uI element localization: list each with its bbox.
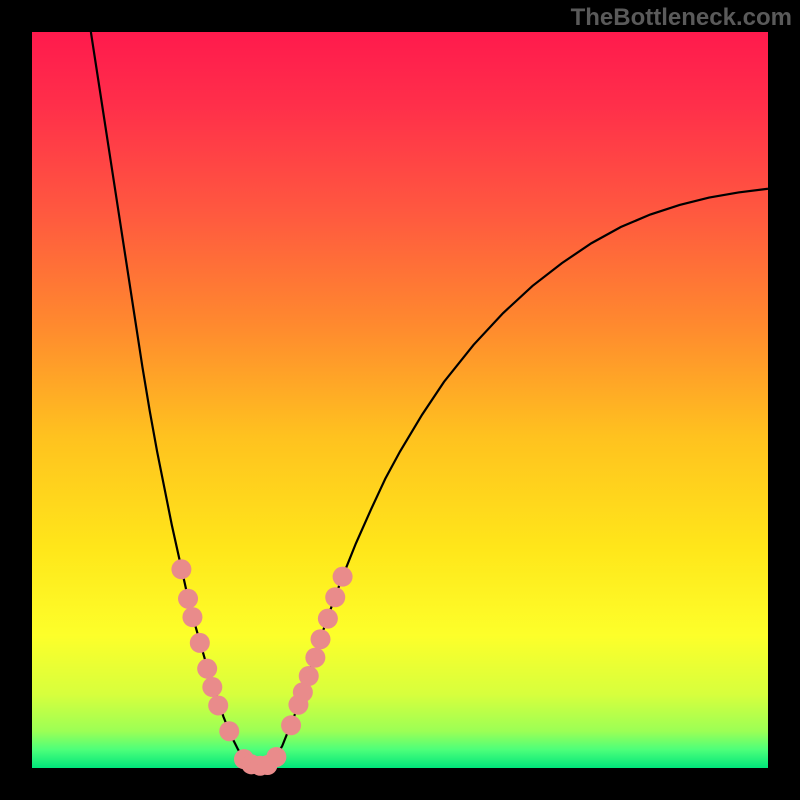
curve-marker (208, 695, 228, 715)
curve-marker (281, 715, 301, 735)
curve-marker (333, 567, 353, 587)
curve-marker (219, 721, 239, 741)
curve-marker (311, 629, 331, 649)
curve-marker (178, 589, 198, 609)
curve-marker (202, 677, 222, 697)
curve-marker (197, 659, 217, 679)
curve-marker (299, 666, 319, 686)
curve-marker (171, 559, 191, 579)
plot-background (32, 32, 768, 768)
curve-marker (182, 607, 202, 627)
curve-marker (190, 633, 210, 653)
curve-marker (318, 609, 338, 629)
chart-frame: TheBottleneck.com (0, 0, 800, 800)
curve-marker (325, 587, 345, 607)
chart-svg (0, 0, 800, 800)
curve-marker (305, 648, 325, 668)
watermark-text: TheBottleneck.com (571, 4, 792, 32)
curve-marker (266, 747, 286, 767)
